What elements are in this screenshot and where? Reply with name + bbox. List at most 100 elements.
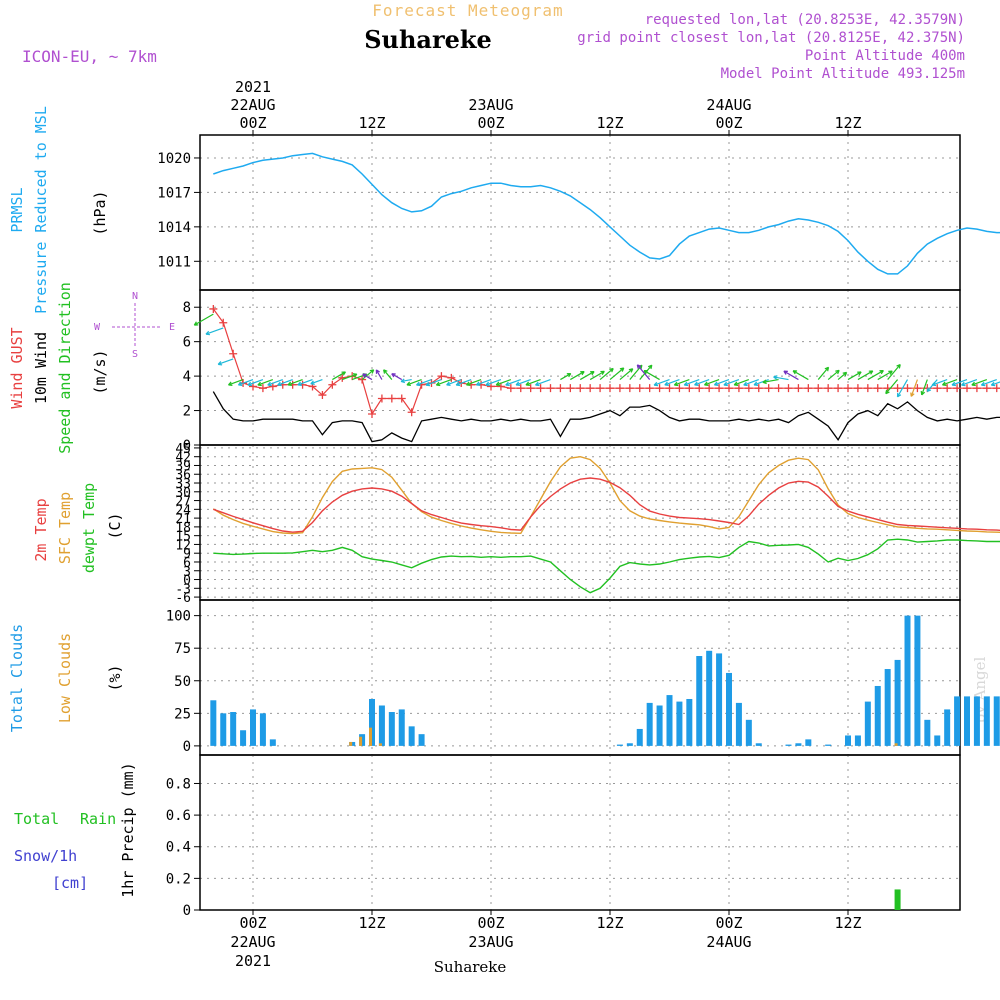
wind-direction-arrow: [362, 373, 373, 381]
wind-direction-arrow: [535, 378, 551, 387]
rain-bar: [894, 889, 901, 910]
gust-point: [972, 384, 981, 393]
total-clouds-bar: [805, 739, 812, 746]
top-time-label: 24AUG: [706, 96, 751, 114]
precip-ytick-label: 0.8: [166, 776, 191, 792]
gust-point: [824, 384, 833, 393]
gust-point: [526, 384, 535, 393]
wind-speed-line: [212, 391, 1000, 443]
model-label: ICON-EU, ~ 7km: [22, 47, 157, 66]
top-time-label: 12Z: [834, 114, 861, 132]
total-clouds-bar: [408, 726, 415, 746]
gust-point: [893, 384, 902, 393]
total-clouds-bar: [646, 702, 653, 746]
wind-direction-arrow: [792, 370, 809, 381]
precip-label-rain: Rain: [80, 810, 116, 828]
total-clouds-bar: [220, 713, 227, 746]
gust-point: [397, 394, 406, 403]
temp-dewpt-line: [213, 538, 1000, 594]
wind-direction-arrow: [342, 373, 358, 381]
clouds-ytick-label: 100: [166, 609, 191, 625]
gust-point: [774, 384, 783, 393]
gust-point: [516, 384, 525, 393]
bottom-time-label: 23AUG: [468, 933, 513, 951]
wind-direction-arrow: [383, 369, 393, 380]
total-clouds-bar: [636, 728, 643, 746]
wind-direction-arrow: [570, 370, 585, 381]
low-clouds-bar: [359, 736, 363, 746]
pressure-unit: (hPa): [91, 190, 109, 235]
precip-label-total: Total: [14, 810, 59, 828]
temp-ytick-label: 3: [183, 565, 191, 580]
temp-ytick-label: 30: [175, 486, 191, 501]
low-clouds-bar: [349, 741, 353, 746]
top-time-label: 00Z: [715, 114, 742, 132]
wind-direction-arrow: [885, 379, 899, 395]
total-clouds-bar: [825, 744, 832, 746]
wind-direction-arrow: [877, 370, 893, 381]
total-clouds-bar: [894, 659, 901, 746]
point-altitude: Point Altitude 400m: [805, 48, 965, 64]
wind-direction-arrow: [619, 368, 634, 381]
gust-point: [933, 384, 942, 393]
clouds-ytick-label: 0: [183, 739, 191, 755]
wind-direction-arrow: [887, 363, 901, 380]
clouds-label-total: Total Clouds: [8, 624, 26, 732]
total-clouds-bar: [666, 695, 673, 746]
compass-e: E: [169, 322, 175, 333]
top-time-label: 00Z: [239, 114, 266, 132]
wind-ytick-label: 6: [183, 335, 191, 351]
wind-direction-arrow: [683, 378, 700, 387]
total-clouds-bar: [864, 701, 871, 746]
pressure-label-1: PRMSL: [8, 187, 26, 232]
gust-point: [685, 384, 694, 393]
bottom-time-label: 24AUG: [706, 933, 751, 951]
gust-point: [963, 384, 971, 393]
gust-point: [982, 384, 991, 393]
total-clouds-bar: [785, 744, 792, 746]
gust-point: [754, 384, 763, 393]
wind-direction-arrow: [703, 378, 720, 386]
wind-direction-arrow: [515, 378, 531, 386]
requested-coords: requested lon,lat (20.8253E, 42.3579N): [645, 12, 965, 28]
wind-direction-arrow: [237, 378, 254, 386]
total-clouds-bar: [934, 735, 941, 746]
top-time-label: 12Z: [358, 114, 385, 132]
pressure-label-2: Pressure Reduced to MSL: [32, 106, 50, 314]
wind-direction-arrow: [277, 378, 293, 387]
top-year: 2021: [235, 78, 271, 96]
gust-point: [596, 384, 605, 393]
wind-direction-arrow: [193, 313, 214, 326]
wind-direction-arrow: [495, 378, 512, 386]
gust-point: [853, 384, 862, 393]
wind-label-dir: Speed and Direction: [56, 282, 74, 454]
wind-direction-arrow: [762, 378, 779, 385]
bottom-time-label: 00Z: [715, 914, 742, 932]
temp-ytick-label: -6: [175, 591, 191, 606]
gust-point: [863, 384, 872, 393]
clouds-ytick-label: 50: [174, 674, 191, 690]
temp-ytick-label: 45: [175, 442, 191, 457]
grid-point-coords: grid point closest lon,lat (20.8125E, 42…: [577, 30, 965, 46]
gust-point: [358, 375, 367, 384]
temp-ytick-label: 0: [183, 574, 191, 589]
temp-ytick-label: 6: [183, 556, 191, 571]
wind-direction-arrow: [332, 371, 347, 381]
wind-direction-arrow: [920, 379, 928, 396]
wind-direction-arrow: [455, 378, 472, 387]
gust-point: [615, 384, 624, 393]
total-clouds-bar: [696, 656, 703, 746]
top-time-label: 12Z: [596, 114, 623, 132]
compass-n: N: [132, 291, 138, 302]
gust-point: [784, 384, 793, 393]
total-clouds-bar: [735, 702, 742, 746]
bottom-time-label: 00Z: [477, 914, 504, 932]
total-clouds-bar: [854, 735, 861, 746]
clouds-unit: (%): [106, 664, 124, 691]
wind-direction-arrow: [653, 378, 670, 387]
temp-ytick-label: -3: [175, 582, 191, 597]
wind-direction-arrow: [560, 372, 572, 381]
wind-direction-arrow: [664, 378, 680, 386]
gust-point: [705, 384, 714, 393]
